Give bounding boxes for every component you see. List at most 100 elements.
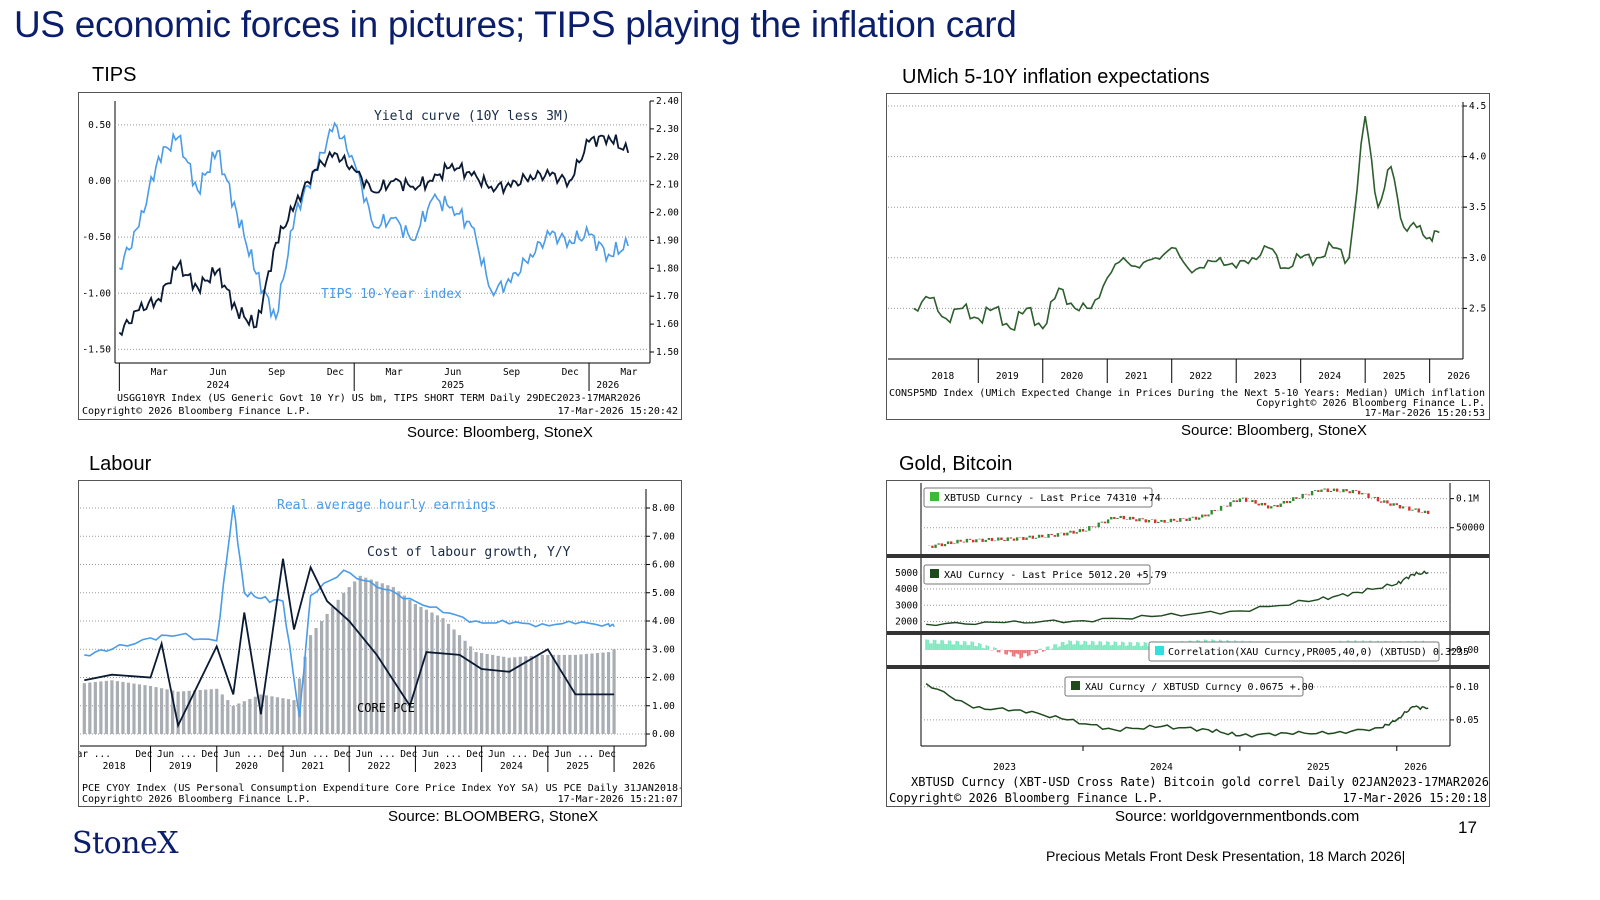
umich-x-year-label: 2019 (996, 371, 1019, 382)
core-pce-bar (446, 623, 451, 734)
umich-x-year-label: 2018 (931, 371, 954, 382)
tips-x-tick-label: Mar (386, 367, 403, 378)
core-pce-bar (308, 635, 313, 734)
tips-right-tick-label: 2.40 (656, 96, 679, 107)
core-pce-bar (491, 654, 495, 734)
umich-right-tick-label: 3.5 (1469, 202, 1486, 213)
core-pce-bar (132, 683, 136, 734)
btc-tick-label: 50000 (1456, 523, 1485, 534)
umich-right-tick-label: 2.5 (1469, 303, 1486, 314)
tips-x-tick-label: Jun (209, 367, 226, 378)
tips-x-tick-label: Jun (444, 367, 461, 378)
umich-right-tick-label: 3.0 (1469, 253, 1486, 264)
labour-x-tick-label: Jun ... (223, 749, 263, 760)
core-pce-bar (121, 681, 125, 734)
tips-chart: 0.50 0.00 -0.50 -1.00 -1.50 2.40 2.30 2.20 2.10 2… (78, 92, 682, 420)
umich-right-tick-label: 4.0 (1469, 152, 1486, 163)
labour-right-tick-label: 2.00 (652, 673, 675, 684)
core-pce-bar (198, 690, 202, 734)
labour-x-tick-label: Jun ... (422, 749, 462, 760)
gold-pane-separator (887, 631, 1489, 635)
core-pce-bar (281, 698, 285, 734)
labour-cost-line (84, 558, 615, 729)
core-pce-bar (342, 592, 346, 734)
tips-source: Source: Bloomberg, StoneX (407, 424, 593, 441)
core-pce-bar (430, 612, 434, 734)
tips-footer-copyright: Copyright© 2026 Bloomberg Finance L.P. (82, 406, 311, 417)
umich-inflation-line (913, 115, 1440, 332)
real-earnings-line (84, 505, 615, 718)
tips-footer-line1: USGG10YR Index (US Generic Govt 10 Yr) U… (117, 393, 641, 404)
gold-footer-line1: XBTUSD Curncy (XBT-USD Cross Rate) Bitco… (911, 775, 1489, 789)
btc-legend-box (923, 487, 1153, 508)
core-pce-bar (220, 694, 224, 734)
umich-x-year-label: 2021 (1125, 371, 1148, 382)
core-pce-bar (408, 599, 412, 734)
core-pce-bar (468, 646, 473, 734)
core-pce-bar (529, 655, 533, 734)
core-pce-bar (231, 705, 235, 734)
labour-x-year-label: 2018 (103, 761, 126, 772)
umich-footer-timestamp: 17-Mar-2026 15:20:53 (1365, 408, 1485, 419)
core-pce-bar (154, 687, 158, 734)
core-pce-bar (391, 587, 395, 734)
corr-legend-text: Correlation(XAU Curncy,PR005,40,0) (XBTU… (1168, 647, 1469, 658)
labour-x-tick-label: Dec (202, 749, 219, 760)
core-pce-bar (226, 700, 230, 734)
core-pce-bar (474, 652, 478, 734)
core-pce-bar (253, 696, 257, 734)
core-pce-bar (557, 654, 561, 734)
core-pce-bar (193, 690, 197, 734)
tips-right-tick-label: 2.20 (656, 152, 679, 163)
labour-footer-line1: PCE CYOY Index (US Personal Consumption … (82, 783, 681, 794)
core-pce-bar (187, 690, 191, 734)
tips-left-tick-label: -0.50 (82, 232, 111, 243)
btc-tick-label: 0.1M (1456, 494, 1479, 505)
tips-left-tick-label: -1.50 (82, 344, 111, 355)
core-pce-bar (176, 691, 180, 734)
core-pce-bar (435, 615, 440, 734)
gold-x-year-label: 2024 (1150, 762, 1173, 773)
umich-footer-copyright: Copyright© 2026 Bloomberg Finance L.P. (1256, 398, 1485, 409)
core-pce-bar (325, 613, 329, 734)
real-earnings-annotation: Real average hourly earnings (277, 498, 496, 513)
core-pce-bar (270, 696, 274, 734)
core-pce-bar (242, 701, 246, 734)
tips-left-tick-label: 0.00 (88, 176, 111, 187)
tips-left-tick-label: -1.00 (82, 288, 111, 299)
labour-chart: 8.00 7.00 6.00 5.00 4.00 3.00 2.00 1.00 0.00 Real… (78, 480, 682, 807)
core-pce-annotation: CORE PCE (357, 701, 415, 715)
labour-caption: Labour (89, 453, 152, 475)
labour-x-tick-label: Dec (268, 749, 285, 760)
labour-right-tick-label: 6.00 (652, 560, 675, 571)
labour-right-tick-label: 4.00 (652, 616, 675, 627)
core-pce-bar (452, 629, 456, 734)
labour-x-tick-label: Jun ... (356, 749, 396, 760)
labour-x-tick-label: Dec (599, 749, 616, 760)
core-pce-bar (171, 690, 175, 734)
core-pce-bar (110, 680, 114, 734)
xau-legend-swatch (930, 569, 939, 578)
core-pce-bar (99, 681, 103, 734)
core-pce-bar (535, 655, 539, 734)
btc-legend-text: XBTUSD Curncy - Last Price 74310 +74 (944, 493, 1161, 504)
core-pce-bar (364, 577, 368, 734)
core-pce-bar (518, 656, 522, 734)
labour-x-year-label: 2024 (500, 761, 523, 772)
labour-x-year-label: 2025 (566, 761, 589, 772)
tips-right-tick-label: 2.10 (656, 180, 679, 191)
labour-x-tick-label: Jun ... (488, 749, 528, 760)
core-pce-bar (264, 695, 269, 734)
tips-right-tick-label: 2.30 (656, 124, 679, 135)
core-pce-bar (148, 685, 153, 734)
core-pce-bar (159, 688, 164, 734)
core-pce-bar (292, 700, 296, 734)
tips-x-tick-label: Mar (620, 367, 637, 378)
core-pce-bar (496, 655, 500, 734)
core-pce-bar (314, 628, 318, 734)
labour-source: Source: BLOOMBERG, StoneX (388, 808, 599, 825)
core-pce-bar (204, 689, 208, 734)
tips-x-tick-label: Dec (562, 367, 579, 378)
umich-right-tick-label: 4.5 (1469, 101, 1486, 112)
slide-title: US economic forces in pictures; TIPS pla… (14, 4, 1017, 45)
